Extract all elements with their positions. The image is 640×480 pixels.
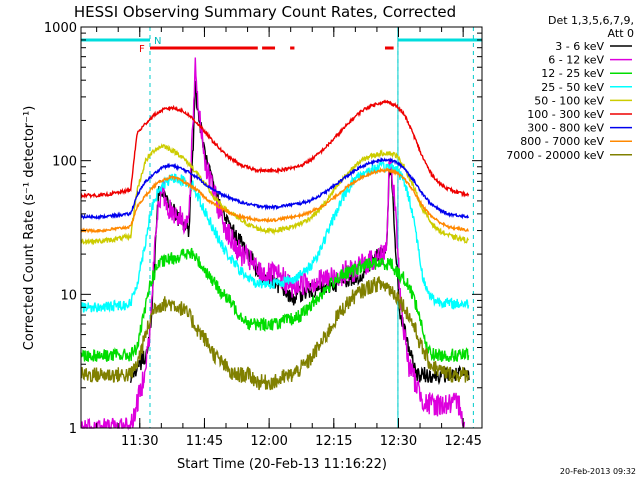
series-line-3 (80, 160, 470, 313)
legend-label: 6 - 12 keV (548, 54, 604, 67)
plot-frame (80, 26, 483, 429)
data-plot-area: FN (80, 27, 482, 431)
series-lines (80, 57, 470, 431)
legend-label: 50 - 100 keV (534, 94, 604, 107)
x-tick-label: 12:30 (380, 434, 417, 449)
legend-label: 800 - 7000 keV (520, 135, 604, 148)
legend-label: 25 - 50 keV (541, 81, 604, 94)
y-tick-label: 1000 (44, 21, 77, 36)
legend-label: 300 - 800 keV (527, 122, 604, 135)
axes: 1 10 100 1000 11:30 11:45 12:00 12:15 12:30 12:45 (44, 21, 482, 449)
legend-label: 100 - 300 keV (527, 108, 604, 121)
x-tick-label: 12:00 (250, 434, 287, 449)
legend-label: 3 - 6 keV (555, 40, 604, 53)
legend-label: 12 - 25 keV (541, 67, 604, 80)
series-line-2 (80, 247, 470, 363)
x-axis-label: Start Time (20-Feb-13 11:16:22) (177, 457, 387, 472)
series-line-8 (80, 276, 470, 391)
y-tick-label: 1 (69, 422, 77, 437)
legend-header-line-1: Det 1,3,5,6,7,9, (548, 14, 634, 27)
legend-header-line-2: Att 0 (608, 27, 634, 40)
y-tick-label: 10 (60, 288, 77, 303)
series-line-5 (80, 99, 470, 200)
plot-timestamp: 20-Feb-2013 09:32 (560, 467, 636, 476)
x-tick-label: 11:30 (121, 434, 158, 449)
x-tick-label: 12:45 (444, 434, 481, 449)
series-line-6 (80, 156, 470, 221)
flare-flag-label: F (139, 44, 145, 55)
legend-label: 7000 - 20000 keV (506, 149, 604, 162)
x-tick-label: 12:15 (315, 434, 352, 449)
observing-flags: FN (81, 27, 482, 428)
night-flag-label: N (154, 36, 161, 47)
series-line-1 (80, 57, 466, 431)
y-axis-label: Corrected Count Rate (s⁻¹ detector⁻¹) (22, 106, 37, 351)
chart-title: HESSI Observing Summary Count Rates, Cor… (74, 3, 456, 21)
y-tick-label: 100 (52, 155, 77, 170)
x-tick-label: 11:45 (186, 434, 223, 449)
series-line-7 (80, 166, 469, 234)
series-line-4 (80, 143, 470, 246)
